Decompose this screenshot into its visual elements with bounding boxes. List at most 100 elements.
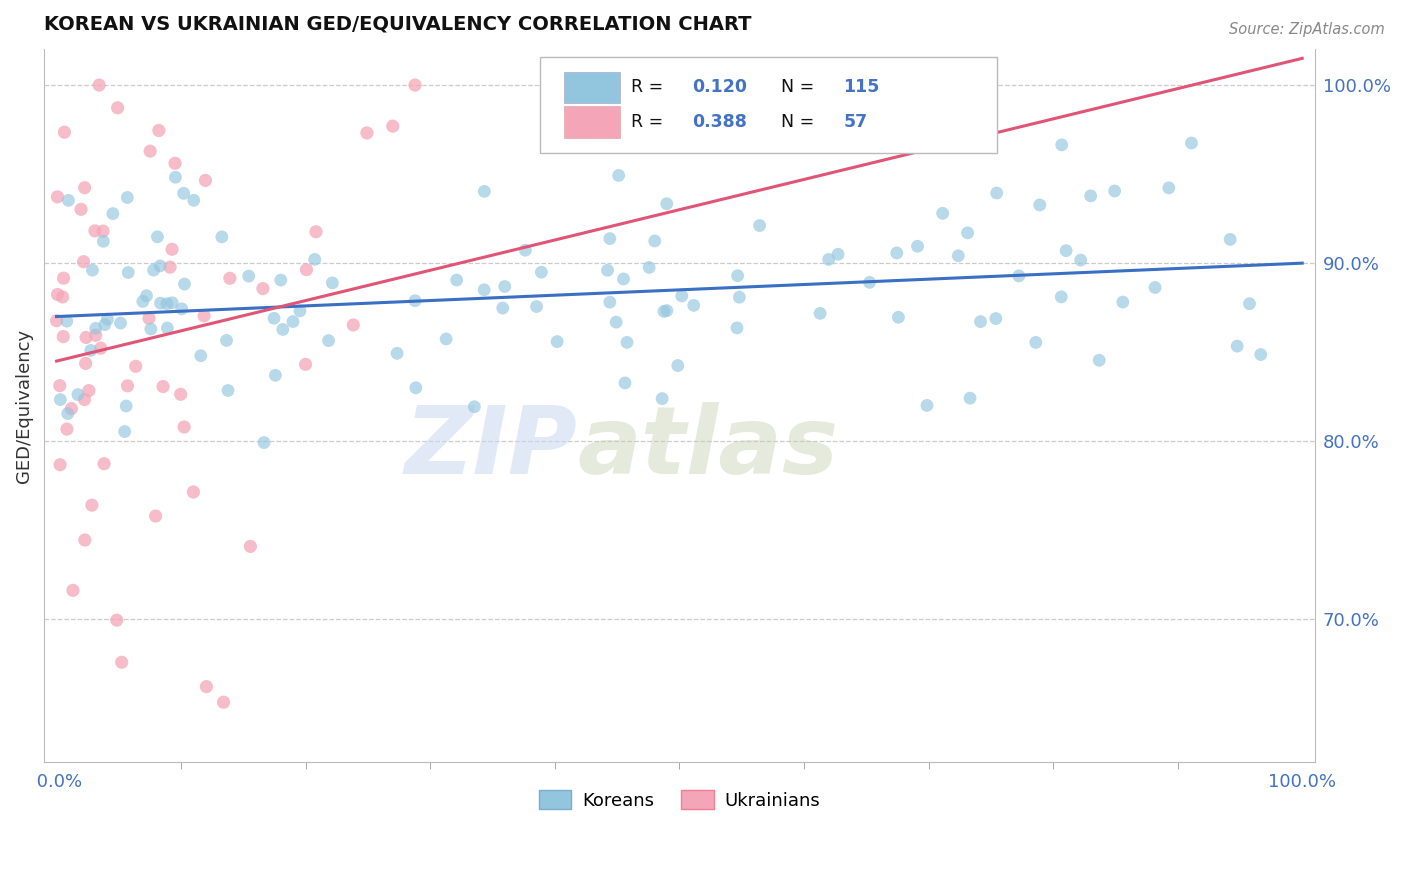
Point [612, 272, 634, 286]
Point [599, 295, 621, 310]
FancyBboxPatch shape [564, 71, 620, 103]
Point [60, 401, 83, 416]
Point [193, 309, 215, 323]
Point [163, 156, 186, 170]
Point [984, 311, 1007, 326]
Point [115, 399, 138, 413]
Point [494, 279, 516, 293]
Point [405, 381, 427, 395]
Point [75, 330, 97, 344]
Point [1112, 295, 1135, 310]
Point [56, 407, 79, 421]
Text: 57: 57 [844, 113, 868, 131]
Point [270, 273, 292, 287]
Point [526, 300, 548, 314]
Point [135, 289, 157, 303]
Point [75, 356, 97, 370]
Point [515, 243, 537, 257]
Text: atlas: atlas [578, 402, 839, 494]
Point [194, 173, 217, 187]
Point [72, 254, 94, 268]
Point [117, 265, 139, 279]
Point [959, 391, 981, 405]
Point [446, 273, 468, 287]
Point [1029, 198, 1052, 212]
Text: N =: N = [782, 78, 820, 96]
Point [156, 296, 179, 310]
Point [77, 384, 100, 398]
Text: N =: N = [782, 113, 820, 131]
Point [195, 680, 218, 694]
Point [1226, 339, 1249, 353]
Text: KOREAN VS UKRAINIAN GED/EQUIVALENCY CORRELATION CHART: KOREAN VS UKRAINIAN GED/EQUIVALENCY CORR… [44, 15, 752, 34]
Point [605, 315, 627, 329]
Point [49, 458, 72, 472]
Text: Source: ZipAtlas.com: Source: ZipAtlas.com [1229, 22, 1385, 37]
Point [956, 226, 979, 240]
Point [89, 78, 111, 92]
Point [1080, 189, 1102, 203]
Point [84, 328, 107, 343]
Point [728, 290, 751, 304]
Point [52, 271, 75, 285]
Point [1219, 232, 1241, 246]
Point [160, 243, 183, 257]
Point [218, 271, 240, 285]
Point [58, 194, 80, 208]
Point [1050, 137, 1073, 152]
Point [105, 613, 128, 627]
Point [1157, 181, 1180, 195]
Point [1008, 268, 1031, 283]
Point [263, 311, 285, 326]
Point [132, 294, 155, 309]
Point [46, 190, 69, 204]
Point [655, 196, 678, 211]
Point [111, 655, 134, 669]
Point [110, 316, 132, 330]
Point [915, 399, 938, 413]
Point [125, 359, 148, 374]
Point [170, 387, 193, 401]
Point [1050, 290, 1073, 304]
Point [45, 314, 67, 328]
Point [217, 384, 239, 398]
Point [117, 379, 139, 393]
Point [969, 315, 991, 329]
Point [655, 303, 678, 318]
Point [492, 301, 515, 315]
Point [727, 268, 749, 283]
Point [808, 306, 831, 320]
Point [173, 186, 195, 201]
Point [530, 265, 553, 279]
Point [73, 180, 96, 194]
Point [173, 420, 195, 434]
Point [70, 202, 93, 217]
Point [114, 425, 136, 439]
Point [1250, 347, 1272, 361]
Point [986, 186, 1008, 200]
Point [84, 224, 107, 238]
Text: 0.120: 0.120 [692, 78, 747, 96]
Point [52, 290, 75, 304]
Point [472, 184, 495, 198]
Point [80, 498, 103, 512]
Point [52, 329, 75, 343]
Point [886, 246, 908, 260]
Point [190, 349, 212, 363]
Point [94, 318, 117, 332]
Point [434, 332, 457, 346]
Text: R =: R = [631, 78, 669, 96]
Point [404, 293, 426, 308]
Point [463, 400, 485, 414]
Point [342, 318, 364, 332]
Point [142, 263, 165, 277]
Point [281, 314, 304, 328]
Point [294, 357, 316, 371]
Point [170, 301, 193, 316]
Point [1025, 335, 1047, 350]
Point [1144, 280, 1167, 294]
Point [1239, 296, 1261, 310]
Point [546, 334, 568, 349]
Point [318, 334, 340, 348]
Point [404, 78, 426, 92]
